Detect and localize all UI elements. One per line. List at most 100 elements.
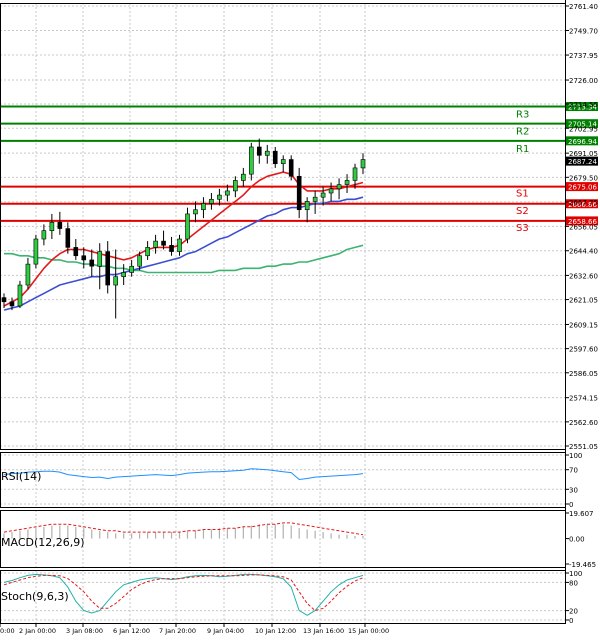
x-tick-label: 15 Jan 00:00 xyxy=(348,627,389,635)
stoch-d-line xyxy=(3,574,364,612)
candle-body xyxy=(41,230,47,240)
x-tick-label: 9 Jan 04:00 xyxy=(207,627,244,635)
y-tick-label: 2702.95 xyxy=(569,125,598,133)
candle-body xyxy=(25,263,31,286)
level-label-S3: S3 xyxy=(516,223,529,234)
candle-body xyxy=(129,265,134,273)
candle-body xyxy=(272,150,278,165)
y-tick-label: 2714.55 xyxy=(569,101,598,109)
ind-tick-label: 70 xyxy=(569,467,578,475)
candle-body xyxy=(209,198,214,204)
y-tick-label: 2574.15 xyxy=(569,395,598,403)
candle-body xyxy=(280,159,286,165)
y-tick-label: 2726.00 xyxy=(569,77,598,85)
candle-body xyxy=(320,192,326,198)
level-tag-S3: 2658.66 xyxy=(568,218,597,226)
candle-body xyxy=(169,244,174,252)
candle-body xyxy=(137,255,142,267)
candle-body xyxy=(1,297,7,303)
y-tick-label: 2562.60 xyxy=(569,419,598,427)
ind-tick-label: 100 xyxy=(569,452,582,460)
y-tick-label: 2632.60 xyxy=(569,272,598,280)
candle-body xyxy=(336,184,342,190)
level-tag-S1: 2675.06 xyxy=(568,184,597,192)
candle-body xyxy=(201,203,206,211)
x-tick-label: 2 Jan 00:00 xyxy=(19,627,56,635)
candle-body xyxy=(97,251,103,267)
stoch-label: Stoch(9,6,3) xyxy=(1,590,69,603)
ind-tick-label: 0 xyxy=(569,501,573,509)
candle-body xyxy=(264,150,270,156)
candles xyxy=(1,138,366,319)
ind-tick-label: 0.00 xyxy=(569,536,585,544)
level-tag-S2: 2666.86 xyxy=(568,201,597,209)
level-label-R1: R1 xyxy=(516,144,529,155)
x-tick-label: 3 Jan 08:00 xyxy=(66,627,103,635)
level-tag-bg-S2 xyxy=(566,199,598,209)
candle-body xyxy=(304,201,310,211)
y-tick-label: 2551.05 xyxy=(569,443,598,451)
indicators: RSI(14) MACD(12,26,9) Stoch(9,6,3) xyxy=(1,468,364,616)
y-tick-label: 2644.40 xyxy=(569,248,598,256)
level-tag-bg-R3 xyxy=(566,102,598,112)
candle-body xyxy=(89,259,95,267)
candle-body xyxy=(225,190,230,196)
grid-layer xyxy=(0,3,565,623)
y-tick-label: 2761.40 xyxy=(569,3,598,11)
candle-body xyxy=(241,173,246,181)
y-tick-label: 2656.05 xyxy=(569,223,598,231)
level-label-R3: R3 xyxy=(516,110,529,121)
x-tick-label: 0:00 xyxy=(0,627,15,635)
y-tick-label: 2749.70 xyxy=(569,27,598,35)
y-tick-label: 2667.75 xyxy=(569,199,598,207)
y-tick-label: 2737.95 xyxy=(569,52,598,60)
level-label-S1: S1 xyxy=(516,189,529,200)
pivot-levels: R3 2713.34 R2 2705.14 R1 2696.94 S1 2675.06 S2 26… xyxy=(0,102,598,234)
x-tick-label: 6 Jan 12:00 xyxy=(113,627,150,635)
level-tag-R3: 2713.34 xyxy=(568,104,597,112)
candle-body xyxy=(328,188,334,194)
candle-body xyxy=(296,175,302,211)
candle-body xyxy=(360,159,366,169)
x-tick-label: 7 Jan 20:00 xyxy=(159,627,196,635)
ind-tick-label: 20 xyxy=(569,608,578,616)
y-tick-label: 2609.15 xyxy=(569,321,598,329)
level-label-S2: S2 xyxy=(516,206,529,217)
level-label-R2: R2 xyxy=(516,127,529,138)
candle-body xyxy=(153,240,158,248)
candle-body xyxy=(217,194,222,200)
candle-body xyxy=(121,272,126,277)
x-tick-label: 10 Jan 12:00 xyxy=(255,627,296,635)
x-tick-label: 13 Jan 16:00 xyxy=(303,627,344,635)
level-tag-R1: 2696.94 xyxy=(568,138,597,146)
level-tag-bg-S3 xyxy=(566,216,598,226)
candle-body xyxy=(9,301,15,307)
candle-body xyxy=(352,167,358,181)
ind-tick-label: 100 xyxy=(569,570,582,578)
candle-body xyxy=(145,247,150,257)
candle-body xyxy=(57,221,63,229)
last-price-tag-bg xyxy=(566,156,598,166)
ind-tick-label: 19.607 xyxy=(569,510,594,518)
y-tick-label: 2586.05 xyxy=(569,370,598,378)
candle-body xyxy=(113,276,118,286)
ma-fast-line xyxy=(3,171,364,307)
pane-frame-2 xyxy=(0,510,566,568)
level-tag-R2: 2705.14 xyxy=(568,121,597,129)
candle-body xyxy=(65,228,71,248)
candle-body xyxy=(161,240,166,246)
ma-mid-line xyxy=(3,196,364,311)
candle-body xyxy=(17,284,23,307)
candle-body xyxy=(256,146,262,156)
candle-body xyxy=(73,247,79,257)
y-tick-label: 2597.60 xyxy=(569,346,598,354)
y-tick-label: 2679.50 xyxy=(569,174,598,182)
ind-tick-label: -19.465 xyxy=(569,561,596,569)
candle-body xyxy=(185,213,190,240)
level-tag-bg-S1 xyxy=(566,182,598,192)
level-tag-bg-R2 xyxy=(566,119,598,129)
macd-label: MACD(12,26,9) xyxy=(1,536,85,549)
